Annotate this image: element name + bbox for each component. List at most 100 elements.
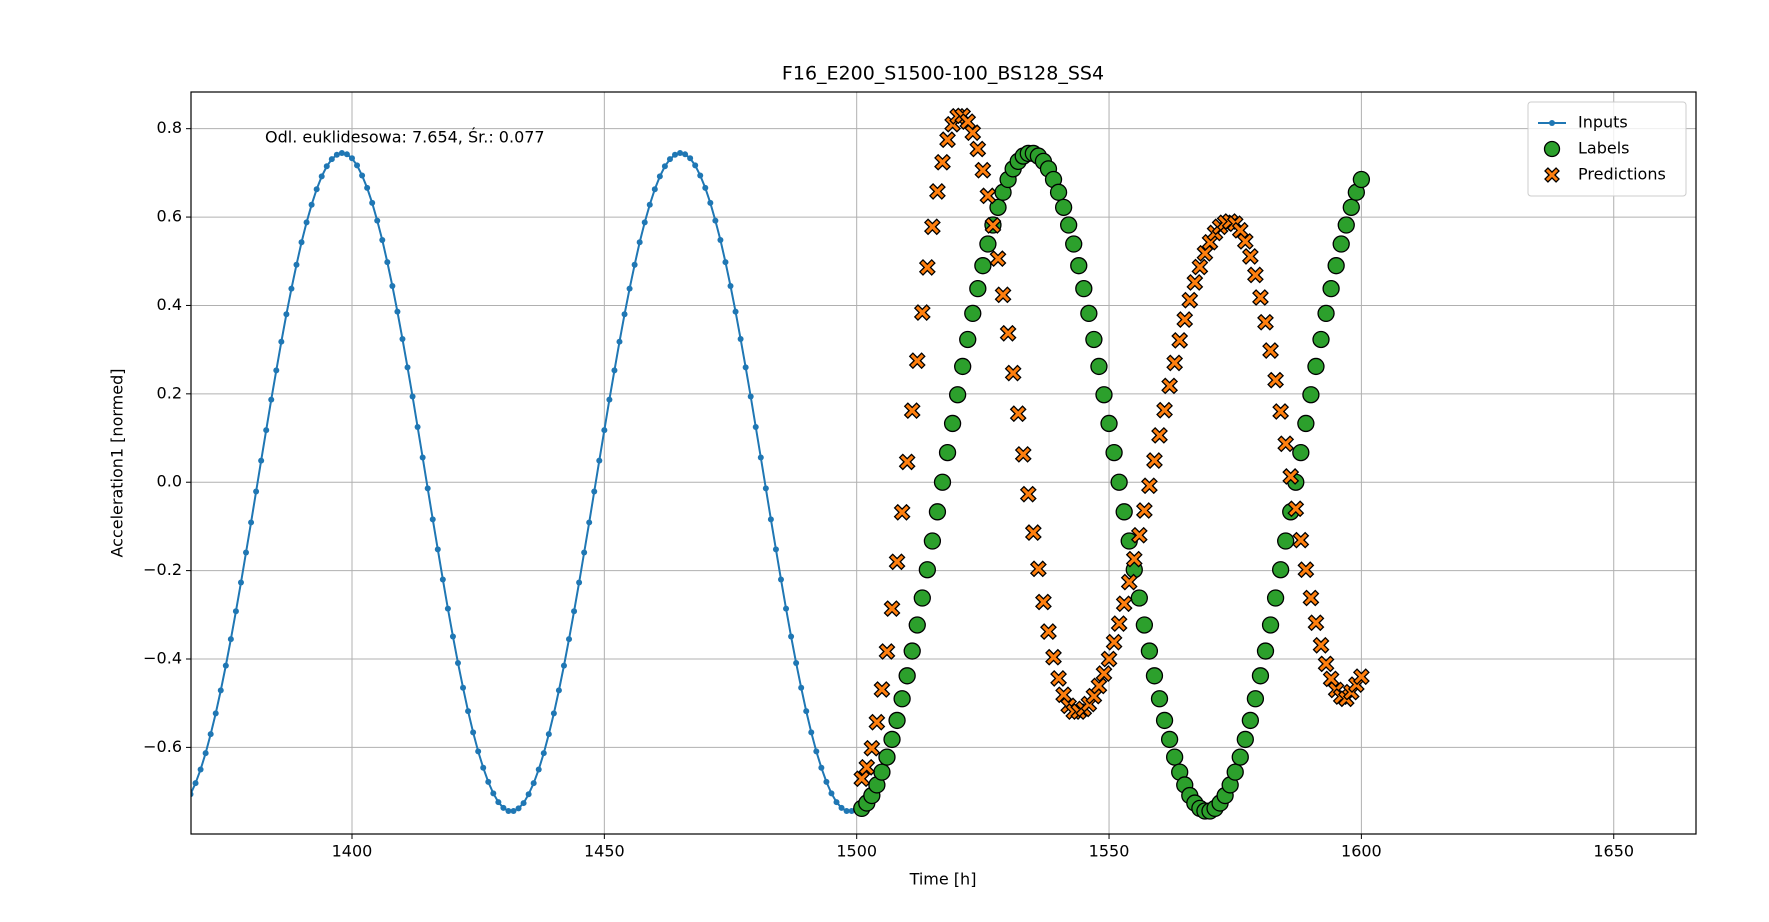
prediction-point — [1024, 524, 1042, 542]
prediction-point — [1040, 623, 1057, 641]
label-point — [948, 386, 967, 404]
label-point — [1070, 257, 1088, 275]
label-point — [1075, 280, 1093, 298]
input-point — [429, 516, 436, 523]
prediction-point — [1055, 686, 1073, 704]
input-point — [313, 186, 320, 193]
input-point — [404, 364, 411, 371]
prediction-point — [1231, 221, 1249, 239]
label-point — [1251, 667, 1270, 685]
prediction-point — [908, 352, 926, 370]
y-axis-label: Acceleration1 [normed] — [108, 369, 127, 558]
input-point — [697, 172, 704, 179]
input-point — [232, 608, 239, 615]
label-point — [1150, 690, 1169, 708]
input-point — [702, 184, 709, 191]
input-point — [369, 199, 376, 206]
label-point — [923, 532, 942, 550]
label-point — [1307, 357, 1325, 376]
input-point — [454, 659, 461, 666]
prediction-point — [1317, 655, 1335, 673]
input-point — [490, 790, 497, 797]
prediction-point — [1292, 531, 1310, 549]
plot-area — [191, 107, 1371, 820]
label-point — [1110, 473, 1128, 491]
label-point — [1135, 616, 1154, 634]
input-point — [682, 151, 689, 158]
prediction-point — [934, 153, 951, 171]
label-point — [959, 330, 977, 349]
y-tick-label: −0.2 — [143, 560, 182, 579]
prediction-point — [1156, 401, 1173, 419]
prediction-point — [999, 324, 1017, 342]
label-point — [1080, 304, 1098, 323]
label-point — [1241, 711, 1260, 730]
prediction-point — [1307, 614, 1325, 632]
label-point — [979, 235, 997, 253]
input-point — [475, 748, 482, 755]
input-point — [586, 519, 593, 526]
input-point — [566, 636, 573, 643]
label-point — [964, 304, 982, 323]
prediction-point — [1181, 291, 1199, 309]
input-point — [409, 393, 416, 400]
label-point — [1297, 414, 1315, 433]
label-point — [943, 414, 962, 433]
input-point — [828, 790, 835, 797]
input-point — [737, 336, 744, 343]
label-point — [1095, 386, 1113, 404]
label-point — [1166, 748, 1184, 766]
label-point — [1312, 330, 1330, 349]
input-point — [303, 219, 310, 226]
label-point — [1292, 443, 1310, 462]
label-point — [873, 763, 891, 781]
input-point — [500, 804, 507, 811]
input-point — [384, 259, 391, 266]
prediction-point — [1146, 452, 1163, 469]
label-point — [1236, 730, 1254, 749]
input-point — [364, 184, 371, 191]
prediction-point — [1105, 633, 1123, 651]
prediction-point — [964, 124, 982, 142]
input-point — [742, 364, 749, 371]
label-point — [1332, 235, 1350, 253]
input-point — [520, 800, 527, 807]
prediction-point — [883, 600, 901, 618]
label-point — [1266, 589, 1285, 607]
input-point — [449, 633, 456, 640]
prediction-point — [1176, 311, 1194, 329]
input-point — [646, 201, 653, 208]
input-point — [480, 764, 487, 771]
prediction-point — [989, 250, 1007, 268]
x-axis-label: Time [h] — [909, 870, 977, 889]
input-point — [661, 163, 668, 170]
input-point — [253, 488, 260, 495]
axes-frame — [190, 91, 1697, 835]
prediction-point — [1100, 650, 1118, 668]
legend-marker — [1549, 120, 1555, 126]
label-point — [1065, 235, 1083, 253]
prediction-point — [1322, 670, 1340, 688]
x-tick-label: 1450 — [584, 842, 625, 861]
input-point — [581, 549, 588, 556]
prediction-point — [1262, 342, 1279, 359]
input-point — [727, 283, 734, 290]
chart-title: F16_E200_S1500-100_BS128_SS4 — [782, 63, 1104, 85]
input-point — [621, 311, 628, 318]
label-point — [1322, 280, 1340, 298]
input-point — [444, 605, 451, 612]
y-tick-label: 0.6 — [157, 207, 182, 226]
prediction-point — [903, 402, 921, 420]
prediction-point — [1095, 665, 1113, 682]
prediction-point — [1120, 573, 1138, 591]
input-point — [631, 261, 638, 268]
prediction-point — [1272, 403, 1290, 420]
legend: Inputs Labels Predictions — [1527, 101, 1687, 197]
input-point — [813, 748, 820, 755]
y-tick-label: −0.4 — [143, 648, 182, 667]
input-point — [192, 780, 199, 787]
input-point — [611, 367, 618, 374]
input-point — [374, 217, 381, 224]
input-point — [227, 636, 234, 643]
